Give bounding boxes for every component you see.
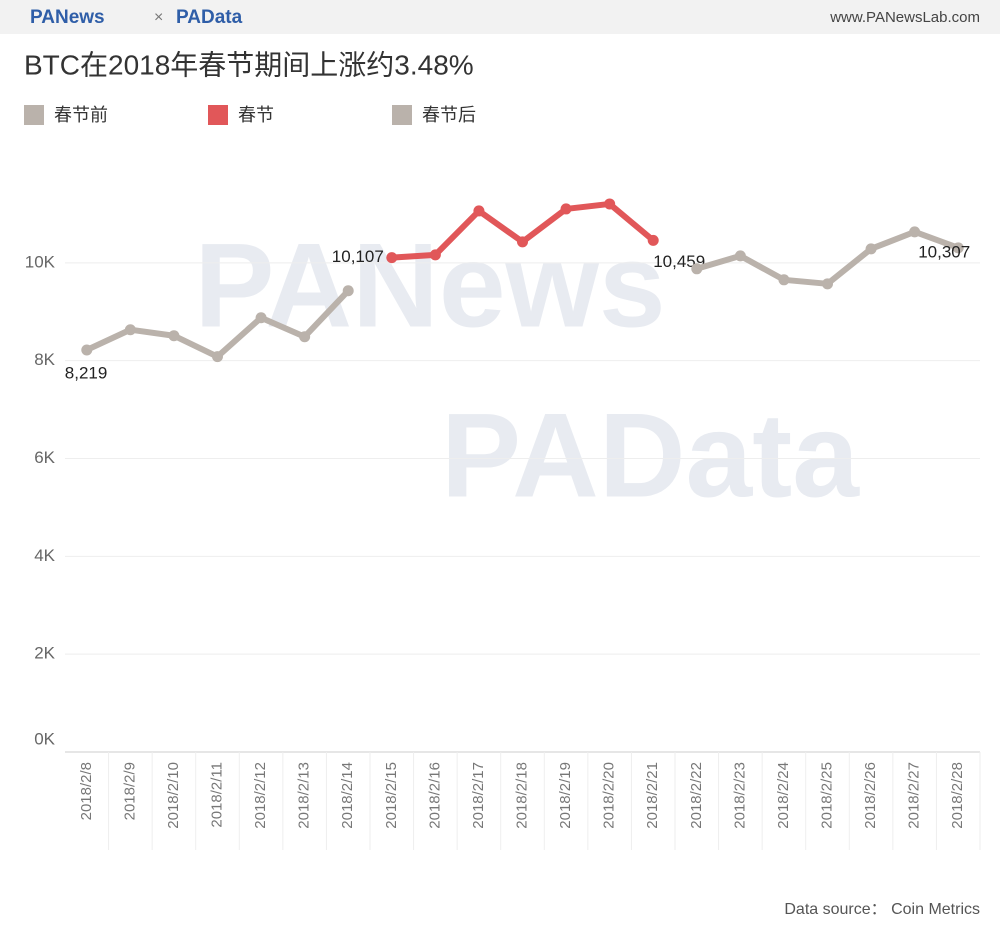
data-point xyxy=(865,243,877,255)
legend-swatch xyxy=(24,105,44,125)
y-tick-label: 8K xyxy=(34,350,55,369)
legend-label: 春节 xyxy=(238,105,274,125)
watermark: PAData xyxy=(441,389,860,523)
chart-title: BTC在2018年春节期间上涨约3.48% xyxy=(24,49,474,80)
legend-label: 春节后 xyxy=(422,105,476,125)
header-bar xyxy=(0,0,1000,34)
data-point xyxy=(212,351,223,363)
x-tick-label: 2018/2/23 xyxy=(731,762,748,829)
y-tick-label: 4K xyxy=(34,546,55,565)
data-point xyxy=(81,344,93,356)
x-tick-label: 2018/2/15 xyxy=(383,762,400,829)
x-tick-label: 2018/2/16 xyxy=(426,762,443,829)
y-tick-label: 10K xyxy=(25,252,56,271)
site-url: www.PANewsLab.com xyxy=(829,9,980,26)
data-label: 8,219 xyxy=(65,363,108,382)
data-point xyxy=(429,249,441,261)
x-tick-label: 2018/2/24 xyxy=(775,762,792,829)
data-label: 10,307 xyxy=(918,242,970,261)
data-point xyxy=(604,198,616,210)
watermark: PANews xyxy=(194,219,665,353)
y-tick-label: 0K xyxy=(34,729,55,748)
x-tick-label: 2018/2/11 xyxy=(208,762,225,828)
x-tick-label: 2018/2/14 xyxy=(339,762,356,829)
y-tick-label: 2K xyxy=(34,644,55,663)
x-tick-label: 2018/2/10 xyxy=(165,762,182,829)
data-point xyxy=(168,330,180,342)
legend-swatch xyxy=(208,105,228,125)
x-tick-label: 2018/2/20 xyxy=(601,762,618,829)
x-tick-label: 2018/2/26 xyxy=(862,762,879,829)
x-tick-label: 2018/2/9 xyxy=(121,762,138,820)
data-point xyxy=(299,331,311,343)
data-point xyxy=(124,324,136,336)
data-point xyxy=(909,226,921,238)
x-tick-label: 2018/2/28 xyxy=(949,762,966,829)
x-tick-label: 2018/2/12 xyxy=(252,762,269,829)
x-tick-label: 2018/2/18 xyxy=(513,762,530,829)
data-point xyxy=(560,203,572,215)
separator: × xyxy=(154,9,163,26)
x-tick-label: 2018/2/25 xyxy=(818,762,835,829)
data-point xyxy=(734,250,746,262)
brand: PAData xyxy=(176,7,243,28)
data-point xyxy=(952,242,964,254)
data-point xyxy=(473,205,485,217)
source: Data source： Coin Metrics xyxy=(784,901,980,918)
legend-label: 春节前 xyxy=(54,105,108,125)
data-point xyxy=(517,236,528,248)
x-tick-label: 2018/2/22 xyxy=(688,762,705,829)
data-point xyxy=(822,278,833,290)
data-point xyxy=(778,274,790,286)
x-tick-label: 2018/2/21 xyxy=(644,762,661,829)
data-point xyxy=(255,312,267,324)
data-point xyxy=(386,252,398,264)
legend-swatch xyxy=(392,105,412,125)
data-point xyxy=(647,234,659,246)
brand: PANews xyxy=(30,7,105,28)
x-tick-label: 2018/2/17 xyxy=(470,762,487,829)
x-tick-label: 2018/2/27 xyxy=(906,762,923,829)
x-tick-label: 2018/2/8 xyxy=(78,762,95,820)
x-tick-label: 2018/2/19 xyxy=(557,762,574,829)
x-tick-label: 2018/2/13 xyxy=(296,762,313,829)
y-tick-label: 6K xyxy=(34,448,55,467)
data-point xyxy=(342,285,354,297)
data-point xyxy=(691,263,703,275)
data-label: 10,107 xyxy=(332,247,384,266)
